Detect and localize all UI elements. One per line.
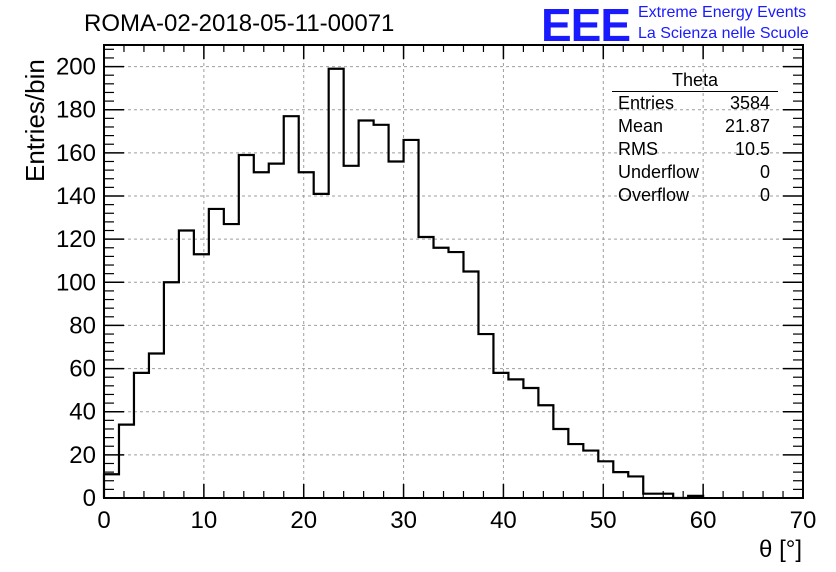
stats-value: 3584 <box>729 93 770 113</box>
x-tick-label: 40 <box>490 507 517 534</box>
stats-value: 10.5 <box>734 139 770 159</box>
stats-label: Overflow <box>618 185 690 205</box>
x-tick-label: 60 <box>690 507 717 534</box>
y-tick-label: 200 <box>56 54 96 81</box>
y-tick-label: 40 <box>69 399 96 426</box>
chart-title: ROMA-02-2018-05-11-00071 <box>84 10 395 37</box>
axis-ticks <box>103 45 804 499</box>
plot-frame <box>103 44 804 499</box>
x-tick-label: 20 <box>290 507 317 534</box>
y-tick-label: 180 <box>56 97 96 124</box>
y-tick-label: 120 <box>56 226 96 253</box>
stats-row-rms: RMS 10.5 <box>612 138 778 161</box>
axis-tick-labels: 0 10 20 30 40 50 60 70 0 20 40 60 80 100 120 140 160 180 2… <box>56 54 816 534</box>
x-tick-label: 0 <box>97 507 110 534</box>
stats-row-entries: Entries 3584 <box>612 92 778 115</box>
stats-title: Theta <box>612 70 778 92</box>
x-tick-label: 70 <box>790 507 817 534</box>
grid-lines <box>104 45 803 498</box>
y-tick-label: 100 <box>56 269 96 296</box>
x-tick-label: 30 <box>390 507 417 534</box>
stats-label: RMS <box>618 139 658 159</box>
stats-row-overflow: Overflow 0 <box>612 184 778 207</box>
stats-box: Theta Entries 3584 Mean 21.87 RMS 10.5 U… <box>612 70 778 207</box>
y-tick-label: 80 <box>69 312 96 339</box>
y-tick-label: 140 <box>56 183 96 210</box>
x-tick-label: 10 <box>191 507 218 534</box>
stats-label: Mean <box>618 116 664 136</box>
y-axis-label: Entries/bin <box>20 59 50 182</box>
y-tick-label: 160 <box>56 140 96 167</box>
stats-value: 21.87 <box>724 116 770 136</box>
y-tick-label: 20 <box>69 442 96 469</box>
x-tick-label: 50 <box>590 507 617 534</box>
histogram-series <box>102 67 705 500</box>
stats-row-mean: Mean 21.87 <box>612 115 778 138</box>
stats-label: Entries <box>618 93 675 113</box>
logo-line-1: Extreme Energy Events <box>638 4 807 21</box>
x-axis-label: θ [°] <box>759 536 802 563</box>
y-tick-label: 60 <box>69 356 96 383</box>
eee-logo: EEE <box>541 0 631 51</box>
stats-row-underflow: Underflow 0 <box>612 161 778 184</box>
stats-label: Underflow <box>618 162 700 182</box>
stats-value: 0 <box>759 185 770 205</box>
y-tick-label: 0 <box>83 485 96 512</box>
stats-value: 0 <box>759 162 770 182</box>
logo-line-2: La Scienza nelle Scuole <box>638 25 809 42</box>
